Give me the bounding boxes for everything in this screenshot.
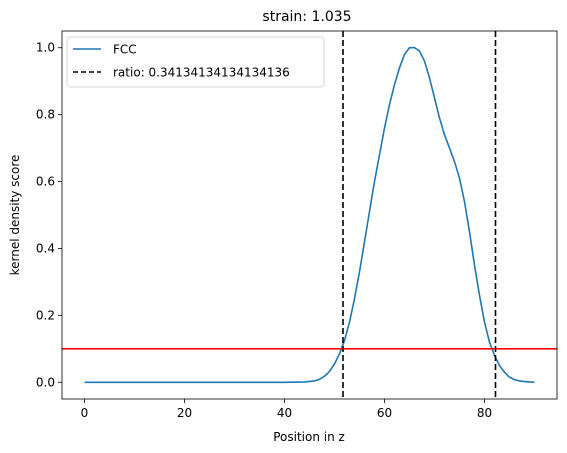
y-tick-label: 0.2 [36, 308, 55, 322]
x-axis-label: Position in z [273, 430, 345, 444]
x-tick-label: 20 [177, 406, 192, 420]
y-axis-label: kernel density score [8, 155, 22, 276]
legend-fcc-label: FCC [113, 43, 137, 57]
y-tick-label: 0.0 [36, 375, 55, 389]
x-tick-label: 0 [81, 406, 89, 420]
y-tick-label: 0.8 [36, 108, 55, 122]
x-tick-label: 80 [477, 406, 492, 420]
plot-frame [61, 30, 558, 400]
legend: FCC ratio: 0.34134134134134136 [66, 36, 325, 88]
chart-title: strain: 1.035 [262, 9, 351, 25]
y-axis-ticks: 0.0 0.2 0.4 0.6 0.8 1.0 [36, 41, 62, 389]
fcc-series-line [84, 46, 535, 384]
legend-box [66, 36, 325, 88]
legend-ratio-label: ratio: 0.34134134134134136 [113, 66, 290, 80]
y-tick-label: 1.0 [36, 41, 55, 55]
x-tick-label: 60 [377, 406, 392, 420]
y-tick-label: 0.6 [36, 175, 55, 189]
x-axis-ticks: 0 20 40 60 80 [81, 399, 492, 420]
x-tick-label: 40 [277, 406, 292, 420]
y-tick-label: 0.4 [36, 241, 55, 255]
plot-content [62, 31, 557, 399]
